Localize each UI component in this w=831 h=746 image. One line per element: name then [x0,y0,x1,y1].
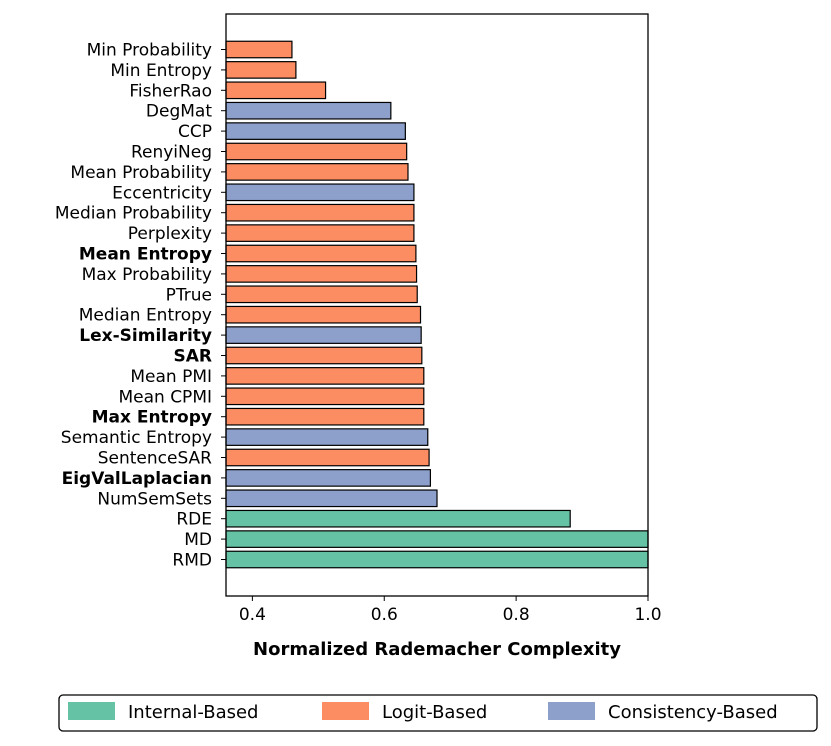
category-label-semantic-entropy: Semantic Entropy [61,428,212,448]
x-tick-label: 1.0 [634,605,661,625]
x-tick-label: 0.6 [371,605,398,625]
bar-ptrue [225,285,418,304]
x-tick-label: 0.8 [503,605,530,625]
legend: Internal-Based Logit-Based Consistency-B… [58,694,818,732]
bar-mean-pmi [225,367,425,385]
bars-layer [225,40,649,569]
bar-mean-probability [225,163,409,181]
category-label-renyineg: RenyiNeg [131,143,212,163]
category-label-max-probability: Max Probability [82,265,212,285]
bar-rde [225,509,571,528]
category-label-mean-pmi: Mean PMI [130,367,212,387]
x-tick-label: 0.4 [239,605,266,625]
bar-max-probability [225,265,418,283]
category-label-eigvallaplacian: EigValLaplacian [62,469,212,489]
bar-rmd [225,550,649,569]
legend-swatch-logit [322,702,369,720]
bar-min-probability [225,40,293,59]
category-label-mean-probability: Mean Probability [70,163,212,183]
plot-frame [225,13,649,597]
x-axis-title: Normalized Rademacher Complexity [253,639,621,660]
bar-mean-cpmi [225,387,425,406]
bar-max-entropy [225,407,425,426]
bar-renyineg [225,142,408,161]
bar-eccentricity [225,183,415,202]
bar-lex-similarity [225,326,422,344]
bar-median-probability [225,203,415,222]
legend-swatch-internal [68,702,115,720]
legend-frame [58,694,818,732]
legend-label-consistency: Consistency-Based [608,702,778,723]
bar-min-entropy [225,61,297,79]
bar-median-entropy [225,305,422,324]
category-label-sar: SAR [174,347,213,367]
category-label-rde: RDE [176,510,212,530]
category-label-fisherrao: FisherRao [129,81,212,101]
bar-eigvallaplacian [225,469,432,487]
x-axis-ticks: 0.4 0.6 0.8 1.0 [239,596,662,625]
category-label-numsemsets: NumSemSets [97,489,212,509]
category-label-mean-entropy: Mean Entropy [79,245,212,265]
category-label-lex-similarity: Lex-Similarity [79,326,212,346]
category-label-ccp: CCP [178,122,212,142]
bar-sar [225,346,423,365]
category-label-min-entropy: Min Entropy [110,61,212,81]
bar-numsemsets [225,489,438,508]
category-label-ptrue: PTrue [166,285,212,305]
category-label-min-probability: Min Probability [87,41,212,61]
category-label-md: MD [184,530,212,550]
category-label-max-entropy: Max Entropy [92,408,212,428]
legend-label-logit: Logit-Based [382,702,487,723]
category-label-rmd: RMD [172,551,212,571]
bar-semantic-entropy [225,428,429,446]
category-label-mean-cpmi: Mean CPMI [118,387,212,407]
bar-mean-entropy [225,244,417,263]
bar-md [225,530,649,548]
legend-label-internal: Internal-Based [128,702,258,723]
bar-perplexity [225,224,415,242]
category-label-perplexity: Perplexity [128,224,212,244]
category-label-sentencesar: SentenceSAR [98,449,212,469]
category-label-median-entropy: Median Entropy [79,306,212,326]
bar-ccp [225,122,406,140]
category-label-median-probability: Median Probability [55,204,212,224]
legend-swatch-consistency [548,702,595,720]
bar-fisherrao [225,81,327,100]
bar-degmat [225,101,392,120]
bar-sentencesar [225,448,430,467]
category-label-eccentricity: Eccentricity [112,183,212,203]
category-label-degmat: DegMat [146,102,212,122]
